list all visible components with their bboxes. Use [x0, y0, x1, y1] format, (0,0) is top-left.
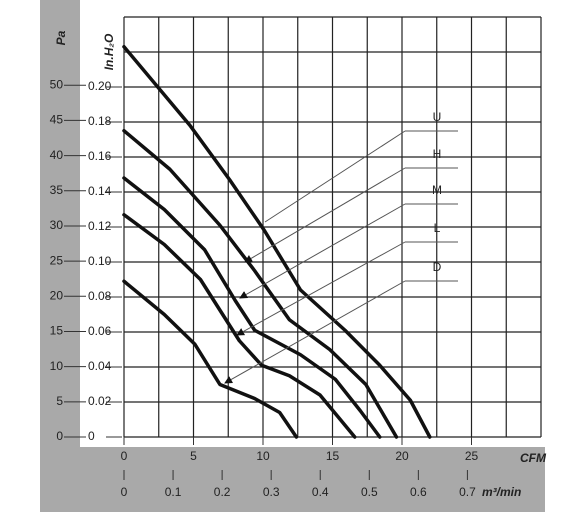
y2-tick-label: 40	[50, 148, 64, 162]
line-series	[122, 279, 299, 439]
y-tick-label: 0.14	[88, 184, 112, 198]
line-series	[122, 45, 432, 439]
legend-label: L	[434, 221, 441, 235]
line-series	[122, 129, 399, 439]
legend-label: M	[432, 183, 442, 197]
y-tick-label: 0.10	[88, 254, 112, 268]
x2-tick-label: 0.6	[410, 485, 427, 499]
y-tick-label: 0.08	[88, 289, 112, 303]
leader-line	[264, 130, 406, 223]
line-series	[122, 176, 382, 439]
x2-axis-label: m³/min	[482, 485, 521, 499]
y-tick-label: 0.12	[88, 219, 112, 233]
leader-line	[244, 167, 406, 263]
legend-label: U	[433, 110, 442, 124]
x-tick-label: 0	[121, 449, 128, 463]
x2-tick-label: 0.7	[459, 485, 476, 499]
legend-label: H	[433, 147, 442, 161]
y2-tick-label: 50	[50, 77, 64, 91]
y2-axis-label: Pa	[54, 30, 68, 45]
plot-area	[80, 0, 572, 447]
x-tick-label: 15	[326, 449, 340, 463]
legend-label: D	[433, 260, 442, 274]
x-tick-label: 25	[465, 449, 479, 463]
y-tick-label: 0.18	[88, 114, 112, 128]
y-tick-label: 0.06	[88, 324, 112, 338]
y-tick-label: 0.02	[88, 394, 112, 408]
y-tick-label: 0.04	[88, 359, 112, 373]
x2-tick-label: 0.1	[165, 485, 182, 499]
y2-tick-label: 10	[50, 359, 64, 373]
x-tick-label: 10	[256, 449, 270, 463]
y2-tick-label: 0	[56, 429, 63, 443]
x2-tick-label: 0.5	[361, 485, 378, 499]
y-tick-label: 0	[88, 429, 95, 443]
y-axis-label: In.H₂O	[102, 33, 116, 70]
y2-tick-label: 15	[50, 324, 64, 338]
y-tick-label: 0.20	[88, 79, 112, 93]
plot: 00.020.040.060.080.100.120.140.160.180.2…	[50, 0, 572, 499]
y2-tick-label: 5	[56, 394, 63, 408]
leader-line	[236, 241, 406, 336]
x2-tick-label: 0	[121, 485, 128, 499]
x2-tick-label: 0.3	[263, 485, 280, 499]
y2-tick-label: 45	[50, 113, 64, 127]
y-tick-label: 0.16	[88, 149, 112, 163]
y2-tick-label: 30	[50, 218, 64, 232]
y2-tick-label: 20	[50, 288, 64, 302]
y2-tick-label: 25	[50, 253, 64, 267]
axis-band	[40, 0, 545, 512]
line-series	[122, 213, 357, 439]
x2-tick-label: 0.4	[312, 485, 329, 499]
leader-line	[239, 203, 406, 299]
x-axis-label: CFM	[520, 451, 547, 465]
x-tick-label: 20	[395, 449, 409, 463]
leader-line	[224, 280, 406, 384]
x2-tick-label: 0.2	[214, 485, 231, 499]
x-tick-label: 5	[190, 449, 197, 463]
y2-tick-label: 35	[50, 183, 64, 197]
